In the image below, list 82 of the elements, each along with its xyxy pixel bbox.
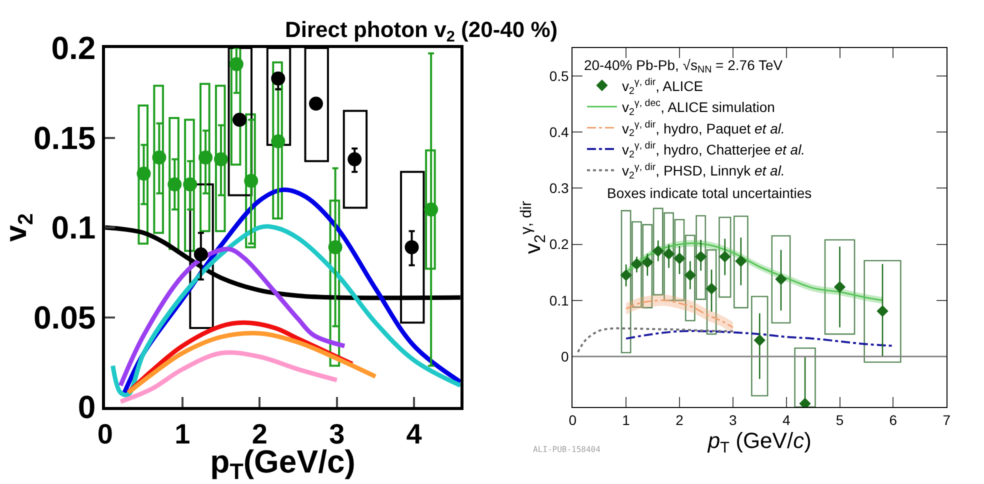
point	[168, 177, 182, 192]
bar	[214, 84, 226, 232]
point	[662, 248, 675, 260]
x-tick-label: 1	[174, 418, 190, 450]
x-tick-label: 3	[729, 412, 738, 428]
x-tick-label: 5	[836, 412, 844, 428]
point	[328, 240, 342, 254]
legend-label: v$_{2}$$^{γ, dec}$, ALICE simulation	[622, 98, 775, 118]
point	[735, 255, 747, 268]
y-tick-label: 0.05	[33, 299, 96, 336]
bar	[342, 110, 368, 209]
bar	[138, 104, 149, 245]
point	[271, 134, 286, 148]
point	[232, 112, 247, 127]
point	[194, 247, 208, 262]
legend-label: v$_{2}$$^{γ, dir}$, hydro, Paquet et al.	[622, 119, 785, 140]
bar	[168, 117, 180, 250]
x-tick-label: 4	[406, 418, 422, 450]
bar	[200, 82, 210, 232]
point	[706, 282, 718, 294]
y-tick-label: 0.1	[51, 210, 96, 246]
point	[271, 72, 286, 86]
point	[630, 258, 643, 270]
point	[876, 305, 888, 317]
point	[214, 152, 228, 166]
point	[719, 250, 731, 263]
bar	[245, 113, 256, 248]
x-tick-label: 7	[942, 412, 951, 428]
x-tick-label: 6	[889, 412, 898, 428]
line-series	[118, 246, 347, 388]
y-tick-label: 0.15	[33, 120, 96, 156]
bar	[304, 48, 329, 162]
line-series	[625, 300, 734, 328]
bar	[230, 48, 242, 166]
point	[684, 269, 696, 282]
point	[404, 240, 419, 254]
point	[642, 256, 654, 268]
line-series	[118, 350, 340, 404]
point	[229, 57, 244, 72]
bar	[184, 118, 195, 252]
point	[198, 150, 213, 164]
y-tick-label: 0.4	[549, 124, 570, 140]
point	[183, 177, 198, 192]
line-series	[576, 327, 734, 354]
point	[424, 202, 438, 217]
point	[152, 150, 166, 164]
x-tick-label: 4	[782, 412, 790, 428]
legend-label: v$_{2}$$^{γ, dir}$, ALICE	[622, 76, 704, 97]
bar	[272, 61, 283, 220]
point	[348, 152, 362, 166]
y-tick-label: 0.2	[549, 236, 570, 252]
text: ALI-PUB-158404	[533, 445, 601, 454]
line-series	[110, 224, 460, 398]
point	[834, 281, 846, 293]
chart-title: Direct photon v$_{2}$ (20-40 %)	[285, 17, 558, 46]
x-tick-label: 1	[622, 412, 630, 428]
line-series	[126, 330, 378, 395]
line-series	[625, 330, 894, 347]
point	[244, 174, 258, 188]
point	[136, 166, 151, 181]
x-tick-label: 2	[676, 412, 684, 428]
legend-label: v$_{2}$$^{γ, dir}$, PHSD, Linnyk et al.	[622, 162, 785, 182]
text: γ, dir	[518, 201, 535, 234]
point	[674, 252, 686, 264]
legend-label: v$_{2}$$^{γ, dir}$, hydro, Chatterjee et al.	[622, 140, 806, 160]
point	[695, 250, 707, 263]
y-tick-label: 0.2	[51, 30, 96, 66]
bar	[266, 48, 292, 146]
point	[754, 334, 766, 346]
x-axis-title: p$_{T}$ (GeV/c)	[706, 428, 812, 456]
bar	[153, 84, 164, 234]
point	[775, 273, 787, 285]
annotation: Boxes indicate total uncertainties	[607, 185, 812, 201]
legend-title: 20-40% Pb-Pb, √s$_{NN}$ = 2.76 TeV	[584, 56, 784, 76]
point	[308, 96, 323, 111]
point	[620, 269, 632, 282]
y-tick-label: 0.5	[549, 68, 570, 84]
bar	[228, 48, 252, 196]
y-tick-label: 0	[561, 348, 570, 364]
point	[652, 245, 664, 257]
y-tick-label: 0.1	[549, 292, 570, 308]
y-tick-label: 0.3	[549, 180, 570, 196]
